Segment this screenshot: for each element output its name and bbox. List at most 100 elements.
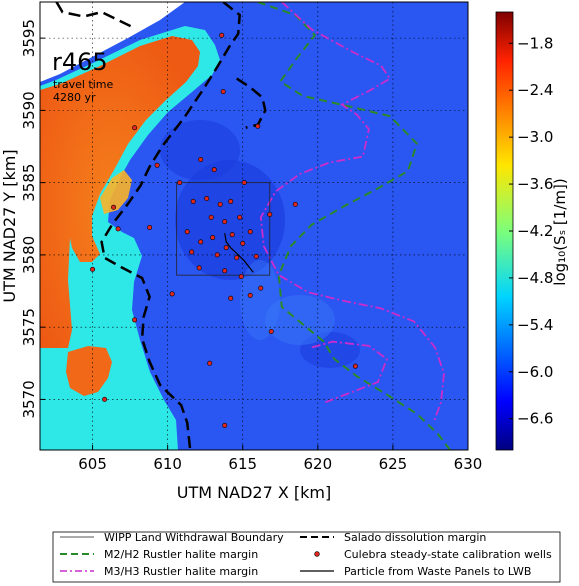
- well-marker: [223, 245, 229, 251]
- well-marker: [184, 229, 190, 235]
- x-axis: 605 610 615 620 625 630: [78, 445, 482, 473]
- colorbar-tick-label: −4.2: [517, 222, 553, 240]
- well-marker: [132, 317, 138, 323]
- colorbar-tick-label: −6.6: [517, 410, 553, 428]
- well-marker: [241, 180, 247, 186]
- colorbar-tick-label: −1.8: [517, 34, 553, 52]
- well-marker: [147, 224, 153, 230]
- y-tick-label: 3585: [20, 164, 38, 202]
- well-marker: [229, 232, 235, 238]
- x-tick-label: 625: [379, 455, 408, 473]
- x-tick-label: 615: [228, 455, 257, 473]
- well-marker: [214, 252, 220, 258]
- well-marker: [211, 167, 217, 173]
- m3h3-margin-line: [259, 2, 445, 423]
- colorbar-tick-label: −2.4: [517, 81, 553, 99]
- legend-item: Culebra steady-state calibration wells: [314, 548, 552, 561]
- well-marker: [90, 266, 96, 272]
- low-blob: [160, 120, 240, 180]
- well-marker: [220, 89, 226, 95]
- m3h3-margin-loop: [311, 340, 388, 404]
- well-marker: [204, 196, 210, 202]
- legend-swatch: [314, 551, 320, 557]
- no-data-area: [40, 2, 185, 82]
- x-tick-label: 620: [304, 455, 333, 473]
- x-tick-label: 610: [153, 455, 182, 473]
- colorbar-tick-label: −5.4: [517, 316, 553, 334]
- y-tick-label: 3595: [20, 19, 38, 57]
- well-marker: [115, 226, 121, 232]
- well-marker: [268, 328, 274, 334]
- y-tick-label: 3570: [20, 380, 38, 418]
- y-axis: 3570 3575 3580 3585 3590 3595: [20, 19, 45, 419]
- well-marker: [292, 201, 298, 207]
- colorbar-tick-label: −3.6: [517, 175, 553, 193]
- y-tick-label: 3575: [20, 308, 38, 346]
- well-marker: [207, 360, 213, 366]
- mid-blob: [240, 260, 280, 340]
- wipp-boundary: [176, 182, 271, 276]
- legend-label: Salado dissolution margin: [344, 531, 486, 544]
- well-marker: [228, 295, 234, 301]
- well-marker: [189, 249, 195, 255]
- well-marker: [111, 204, 117, 210]
- well-marker: [154, 162, 160, 168]
- y-tick-label: 3590: [20, 91, 38, 129]
- well-marker: [198, 157, 204, 163]
- m2h2-margin-line: [257, 2, 451, 450]
- well-marker: [238, 274, 244, 280]
- legend-label: Culebra steady-state calibration wells: [344, 548, 552, 561]
- x-axis-label: UTM NAD27 X [km]: [177, 483, 331, 502]
- well-marker: [132, 125, 138, 131]
- margins: [55, 2, 451, 450]
- legend-box: [52, 531, 561, 583]
- colorbar-ticks: −1.8 −2.4 −3.0 −3.6 −4.2 −4.8 −5.4 −6.0 −6.6: [509, 34, 553, 428]
- well-marker: [255, 123, 261, 129]
- legend-item: M3/H3 Rustler halite margin: [60, 565, 258, 578]
- well-marker: [222, 268, 228, 274]
- well-marker: [208, 214, 214, 220]
- well-marker: [210, 235, 216, 241]
- legend: WIPP Land Withdrawal Boundary Salado diss…: [52, 531, 561, 583]
- well-marker: [222, 422, 228, 428]
- well-marker: [169, 291, 175, 297]
- legend-item: WIPP Land Withdrawal Boundary: [60, 531, 284, 544]
- south-orange-lobe: [66, 346, 112, 396]
- grid: [40, 2, 468, 450]
- well-marker: [234, 255, 240, 261]
- well-marker: [217, 201, 223, 207]
- well-marker: [237, 214, 243, 220]
- legend-item: M2/H2 Rustler halite margin: [60, 548, 258, 561]
- well-marker: [352, 363, 358, 369]
- high-storativity-zone: [40, 36, 200, 348]
- y-tick-label: 3580: [20, 236, 38, 274]
- salado-margin-top: [55, 2, 133, 28]
- well-marker: [228, 198, 234, 204]
- legend-item: Particle from Waste Panels to LWB: [300, 565, 531, 578]
- storativity-map: [40, 2, 468, 450]
- well-marker: [267, 211, 273, 217]
- well-marker: [247, 292, 253, 298]
- colorbar-tick-label: −3.0: [517, 128, 553, 146]
- well-marker: [253, 253, 259, 259]
- legend-label: M2/H2 Rustler halite margin: [104, 548, 258, 561]
- salado-margin-line: [100, 2, 241, 450]
- well-marker: [190, 198, 196, 204]
- colorbar-tick-label: −4.8: [517, 269, 553, 287]
- low-blob: [175, 160, 285, 280]
- plot-frame: [39, 1, 469, 451]
- well-marker: [247, 229, 253, 235]
- calibration-wells: [90, 32, 358, 428]
- well-marker: [240, 240, 246, 246]
- well-marker: [177, 180, 183, 186]
- y-axis-label: UTM NAD27 Y [km]: [0, 149, 19, 302]
- legend-label: WIPP Land Withdrawal Boundary: [104, 531, 284, 544]
- well-marker: [198, 239, 204, 245]
- travel-time-value: 4280 yr: [53, 91, 96, 104]
- well-marker: [102, 396, 108, 402]
- colorbar-label: log₁₀(Sₛ [1/m]): [551, 178, 569, 285]
- well-marker: [196, 265, 202, 271]
- well-marker: [258, 285, 264, 291]
- travel-time-label: travel time: [53, 78, 113, 91]
